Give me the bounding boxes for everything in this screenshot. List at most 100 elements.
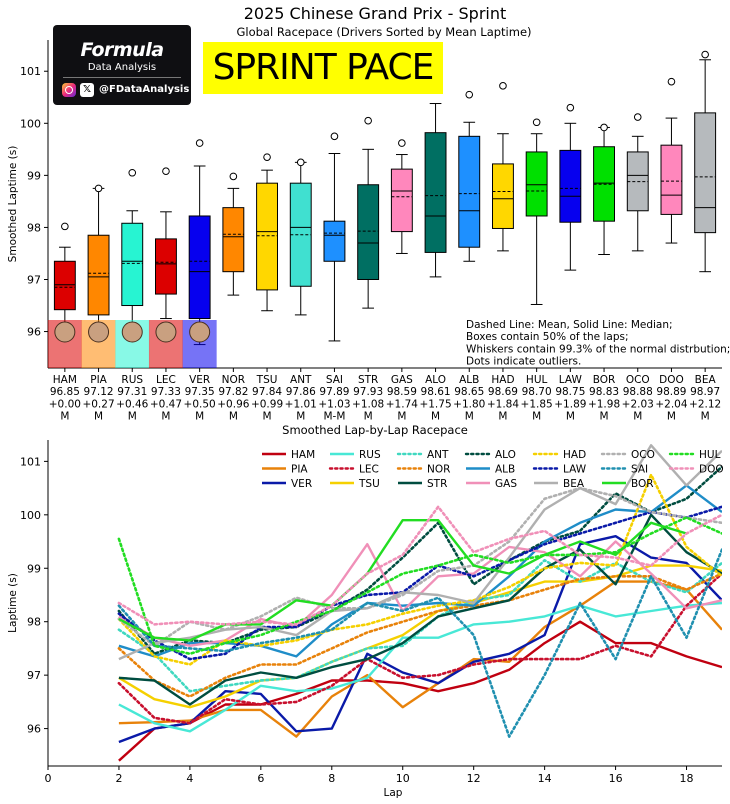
outlier-dot — [330, 132, 339, 141]
driver-label-gap: +2.03 — [622, 398, 654, 410]
driver-label-code: HAM — [53, 374, 77, 386]
driver-label-compound: M — [161, 411, 170, 423]
boxplot-y-tick-label: 97 — [27, 273, 41, 286]
driver-label-compound: M — [364, 411, 373, 423]
avatar-head — [189, 321, 211, 343]
linechart-legend: HAM RUS ANT ALO HAD OCO HUL PIA LEC NOR ALB LAW SAI D… — [262, 449, 724, 490]
driver-label-mean: 98.88 — [623, 386, 653, 398]
linechart-y-label: Laptime (s) — [7, 573, 19, 633]
driver-label-compound: M-M — [323, 411, 345, 423]
outlier-dot — [61, 222, 69, 231]
instagram-icon — [62, 83, 76, 97]
driver-label-compound: M — [397, 411, 406, 423]
driver-label-mean: 97.84 — [252, 386, 282, 398]
driver-label-mean: 98.61 — [421, 386, 451, 398]
outlier-dot — [398, 139, 406, 147]
driver-label-gap: +1.08 — [352, 398, 384, 410]
linechart-x-tick-label: 10 — [396, 772, 410, 785]
driver-label-mean: 96.85 — [50, 386, 80, 398]
box-body — [492, 163, 514, 229]
note-line: Whiskers contain 99.3% of the normal dis… — [466, 343, 730, 355]
box-body — [390, 168, 413, 233]
outlier-dot — [162, 167, 170, 175]
linechart-x-tick-label: 14 — [538, 772, 552, 785]
box-lec — [155, 167, 177, 320]
box-oco — [626, 113, 649, 252]
series-law — [117, 505, 722, 661]
linechart-y-tick-label: 97 — [27, 669, 41, 682]
outlier-dot — [499, 82, 507, 90]
x-icon: 𝕏 — [80, 83, 94, 97]
driver-label-code: PIA — [90, 374, 107, 386]
avatar-head — [54, 321, 76, 343]
legend-label-law: LAW — [563, 464, 587, 476]
series-bea — [118, 444, 722, 661]
chart-subtitle: Global Racepace (Drivers Sorted by Mean … — [236, 25, 531, 39]
driver-label-mean: 98.83 — [589, 386, 619, 398]
driver-label-gap: +1.01 — [285, 398, 317, 410]
box-doo — [660, 77, 683, 244]
box-bea — [694, 50, 717, 273]
outlier-dot — [263, 153, 271, 161]
legend-label-sai: SAI — [631, 464, 648, 476]
series-ver — [118, 535, 722, 744]
driver-label-mean: 97.33 — [151, 386, 181, 398]
outlier-dot — [128, 168, 137, 177]
driver-label-compound: M — [667, 411, 676, 423]
driver-label-gap: +0.99 — [251, 398, 283, 410]
brand-logo: Formula Data Analysis 𝕏 @FDataAnalysis — [53, 25, 191, 105]
outlier-dot — [633, 113, 642, 121]
logo-divider — [63, 77, 181, 78]
legend-label-gas: GAS — [495, 478, 517, 490]
driver-label-gap: +0.50 — [184, 398, 216, 410]
box-body — [357, 184, 380, 280]
driver-label-compound: M — [532, 411, 541, 423]
linechart-x-tick-label: 2 — [115, 772, 122, 785]
linechart-y-tick-label: 100 — [20, 509, 41, 522]
box-ver — [188, 139, 211, 346]
legend-label-rus: RUS — [359, 449, 381, 461]
series-pia — [118, 580, 722, 738]
driver-label-code: HUL — [526, 374, 548, 386]
box-had — [492, 82, 514, 252]
driver-label-gap: +0.47 — [150, 398, 182, 410]
legend-label-had: HAD — [563, 449, 586, 461]
driver-label-code: BEA — [695, 374, 717, 386]
box-ham — [53, 222, 76, 327]
driver-label-code: GAS — [391, 374, 413, 386]
legend-label-tsu: TSU — [358, 478, 380, 490]
note-line: Dashed Line: Mean, Solid Line: Median; — [466, 319, 673, 331]
box-gas — [390, 139, 413, 254]
driver-label-mean: 98.59 — [387, 386, 417, 398]
driver-label-gap: +0.00 — [49, 398, 81, 410]
driver-label-compound: M — [60, 411, 69, 423]
legend-label-ver: VER — [291, 478, 312, 490]
series-bor — [118, 519, 687, 642]
driver-label-compound: M — [229, 411, 238, 423]
legend-label-str: STR — [427, 478, 447, 490]
legend-label-doo: DOO — [699, 464, 724, 476]
driver-label-mean: 98.97 — [690, 386, 720, 398]
linechart-y-tick-label: 96 — [27, 723, 41, 736]
driver-label-code: HAD — [491, 374, 514, 386]
legend-label-ham: HAM — [291, 449, 315, 461]
box-ant — [289, 158, 312, 316]
driver-label-compound: M — [600, 411, 609, 423]
driver-label-mean: 98.75 — [555, 386, 585, 398]
driver-label-gap: +1.85 — [521, 398, 553, 410]
boxplot-y-tick-label: 98 — [27, 221, 41, 234]
logo-tagline: Data Analysis — [87, 62, 157, 73]
outlier-dot — [465, 90, 474, 99]
linechart-series — [117, 444, 722, 762]
legend-label-alb: ALB — [495, 464, 515, 476]
outlier-dot — [532, 118, 541, 127]
box-hul — [525, 118, 548, 305]
logo-handle: @FDataAnalysis — [99, 84, 190, 95]
driver-label-code: TSU — [256, 374, 278, 386]
linechart-x-tick-label: 4 — [186, 772, 193, 785]
driver-label-compound: M — [94, 411, 103, 423]
outlier-dot — [296, 158, 305, 167]
outlier-dot — [667, 77, 676, 86]
linechart-y-tick-label: 98 — [27, 616, 41, 629]
